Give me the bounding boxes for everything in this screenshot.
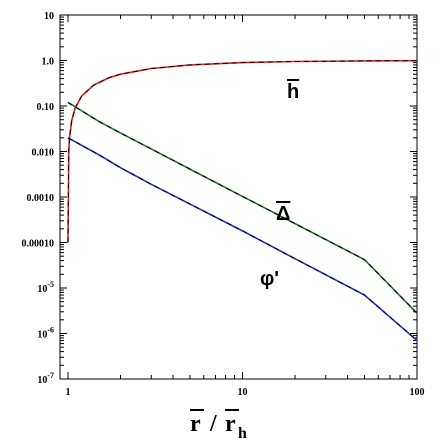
series-label-1: Δ: [276, 203, 290, 225]
series-label-0: h: [287, 81, 299, 103]
series-label-2: φ': [260, 268, 279, 290]
x-axis-title-r: r: [190, 411, 201, 437]
x-axis-title-slash: /: [209, 411, 217, 437]
series-line-1: [67, 101, 418, 314]
x-tick-label: 10: [237, 387, 247, 398]
series-line-dash-2: [67, 137, 418, 341]
series-line-2: [67, 137, 418, 342]
y-tick-label: 0.0010: [27, 193, 55, 204]
y-tick-label: 1.0: [42, 57, 55, 68]
y-tick-label: 10: [44, 11, 54, 22]
tick-labels: 10 1.0 0.10 0.010 0.0010 0.00010 10-5 10-6 10-7 1…: [22, 11, 425, 398]
series-lines: [67, 59, 418, 342]
y-tick-label: 0.00010: [22, 239, 55, 250]
series-line-dash-0: [67, 60, 418, 243]
series-labels: h Δφ': [260, 79, 300, 290]
y-tick-label: 10-7: [37, 371, 54, 386]
x-axis-title-subscript: h: [238, 425, 247, 442]
y-tick-label: 0.010: [32, 148, 55, 159]
y-tick-label: 10-5: [37, 280, 54, 295]
series-line-dash-1: [67, 101, 418, 314]
x-axis-title-r2: r: [225, 411, 236, 437]
y-tick-label: 10-6: [37, 326, 54, 341]
x-tick-label: 100: [410, 387, 425, 398]
series-line-0: [67, 59, 418, 243]
axis-ticks: [59, 14, 418, 380]
plot-area-frame: [59, 14, 418, 380]
x-tick-label: 1: [65, 387, 70, 398]
x-axis-title: r / r h: [190, 409, 247, 442]
y-tick-label: 0.10: [37, 102, 55, 113]
